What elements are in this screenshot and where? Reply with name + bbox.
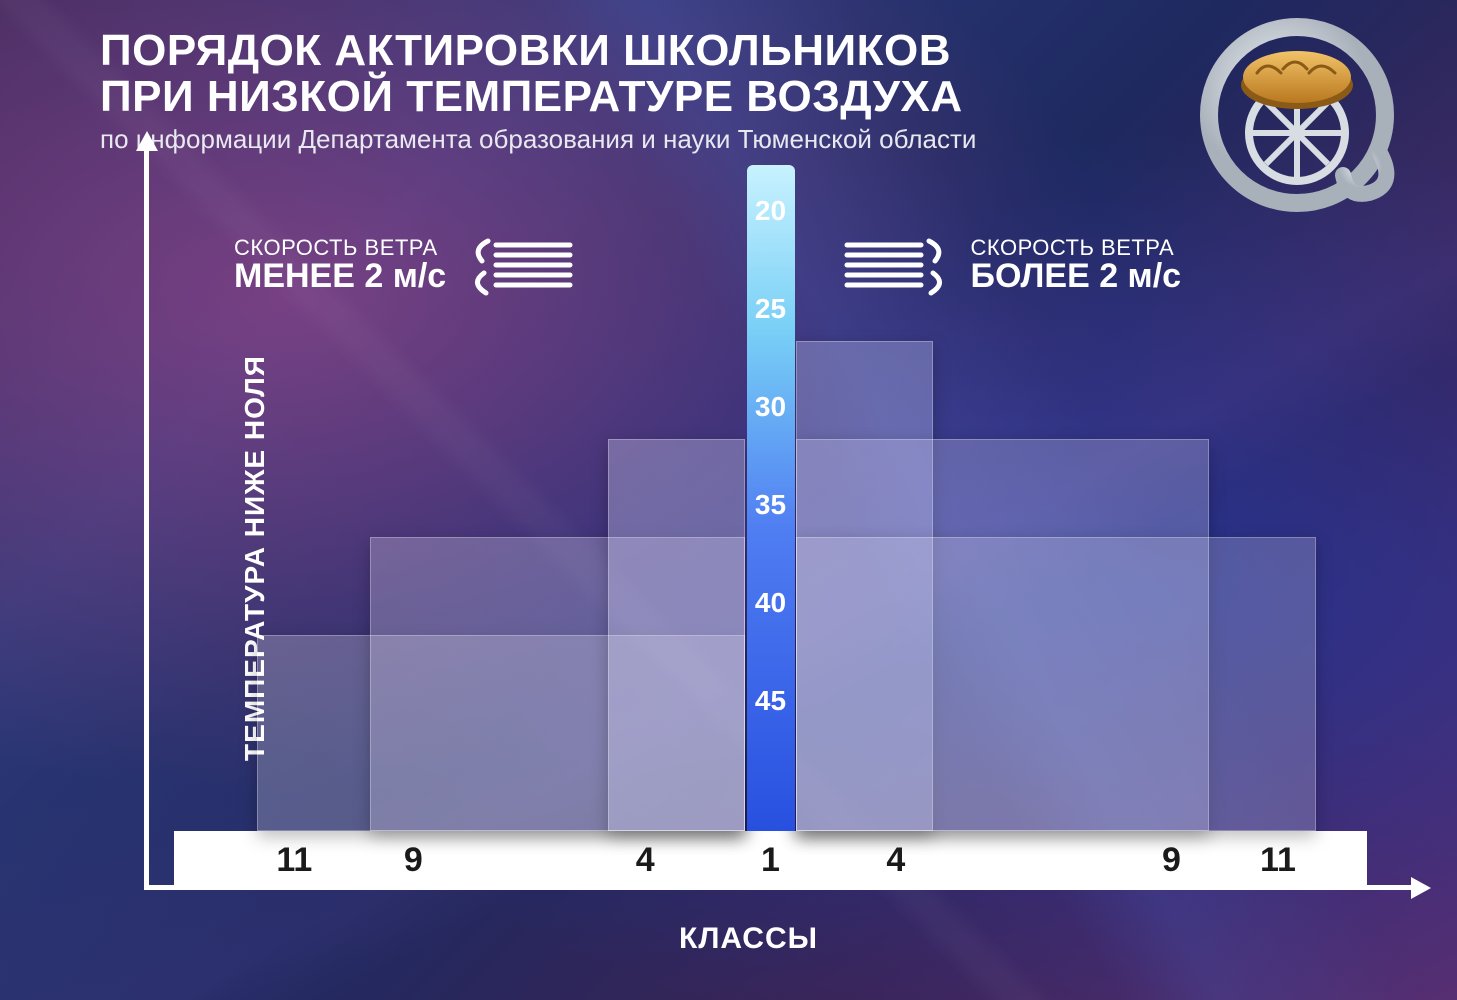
- wind-left-icon: [466, 225, 576, 305]
- wind-right-icon: [841, 225, 951, 305]
- wind-left-value: МЕНЕЕ 2 м/с: [234, 259, 446, 295]
- thermometer: 20 25 30 35 40 45: [747, 165, 795, 831]
- bar: [796, 537, 1316, 831]
- y-tick: 35: [747, 489, 795, 521]
- title-line-2: ПРИ НИЗКОЙ ТЕМПЕРАТУРЕ ВОЗДУХА: [100, 74, 1157, 120]
- y-tick: 45: [747, 685, 795, 717]
- header: ПОРЯДОК АКТИРОВКИ ШКОЛЬНИКОВ ПРИ НИЗКОЙ …: [100, 28, 1157, 155]
- subtitle: по информации Департамента образования и…: [100, 124, 1157, 155]
- x-axis-line: [144, 885, 1415, 890]
- x-tick: 4: [636, 841, 655, 880]
- y-tick: 40: [747, 587, 795, 619]
- x-tick: 1: [761, 841, 780, 880]
- wind-right-group: СКОРОСТЬ ВЕТРА БОЛЕЕ 2 м/с: [841, 225, 1182, 305]
- wind-left-group: СКОРОСТЬ ВЕТРА МЕНЕЕ 2 м/с: [234, 225, 576, 305]
- x-tick: 11: [276, 841, 312, 880]
- x-tick: 9: [1162, 841, 1181, 880]
- y-tick: 20: [747, 195, 795, 227]
- wind-right-caption: СКОРОСТЬ ВЕТРА: [971, 236, 1182, 259]
- chart-area: ТЕМПЕРАТУРА НИЖЕ НОЛЯ КЛАССЫ 20253035404…: [100, 165, 1397, 950]
- x-tick: 11: [1260, 841, 1296, 880]
- wind-right-value: БОЛЕЕ 2 м/с: [971, 259, 1182, 295]
- y-tick: 25: [747, 293, 795, 325]
- y-axis-line: [144, 147, 149, 890]
- x-tick: 4: [886, 841, 905, 880]
- y-tick: 30: [747, 391, 795, 423]
- x-axis-label: КЛАССЫ: [679, 922, 818, 956]
- title-line-1: ПОРЯДОК АКТИРОВКИ ШКОЛЬНИКОВ: [100, 28, 1157, 74]
- wind-left-caption: СКОРОСТЬ ВЕТРА: [234, 236, 446, 259]
- plot: 20 25 30 35 40 45 11 9 4 1 4 9 11 СКОРОСТЬ ВЕТРА МЕ…: [144, 165, 1397, 890]
- bar: [608, 439, 746, 831]
- x-tick: 9: [404, 841, 423, 880]
